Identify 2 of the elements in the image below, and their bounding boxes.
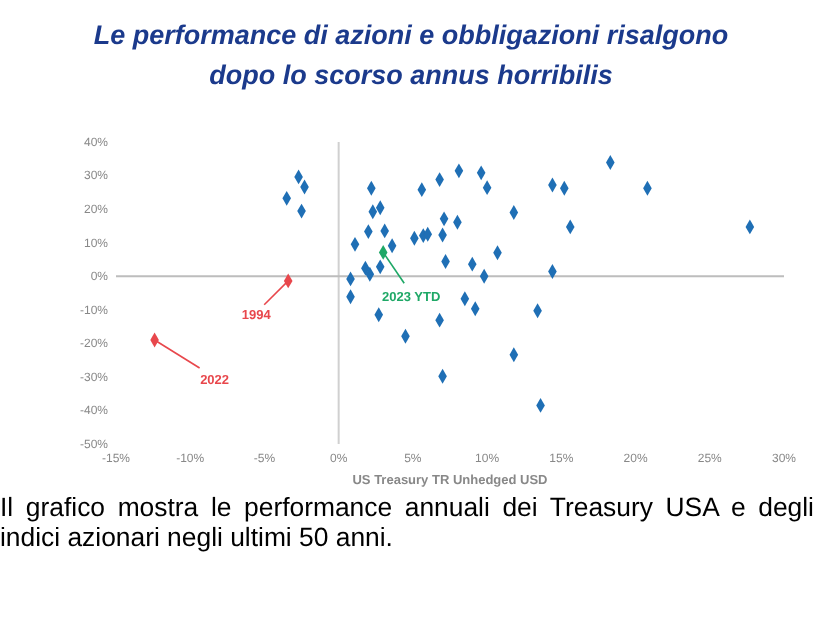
text: Il grafico mostra le performance annuali dei Treasury USA e degli indici azionari negli ultimi 50 anni. (0, 492, 816, 552)
chart-title: Le performance di azioni e obbligazioni risalgono dopo lo scorso annus horribilis (93, 20, 729, 90)
